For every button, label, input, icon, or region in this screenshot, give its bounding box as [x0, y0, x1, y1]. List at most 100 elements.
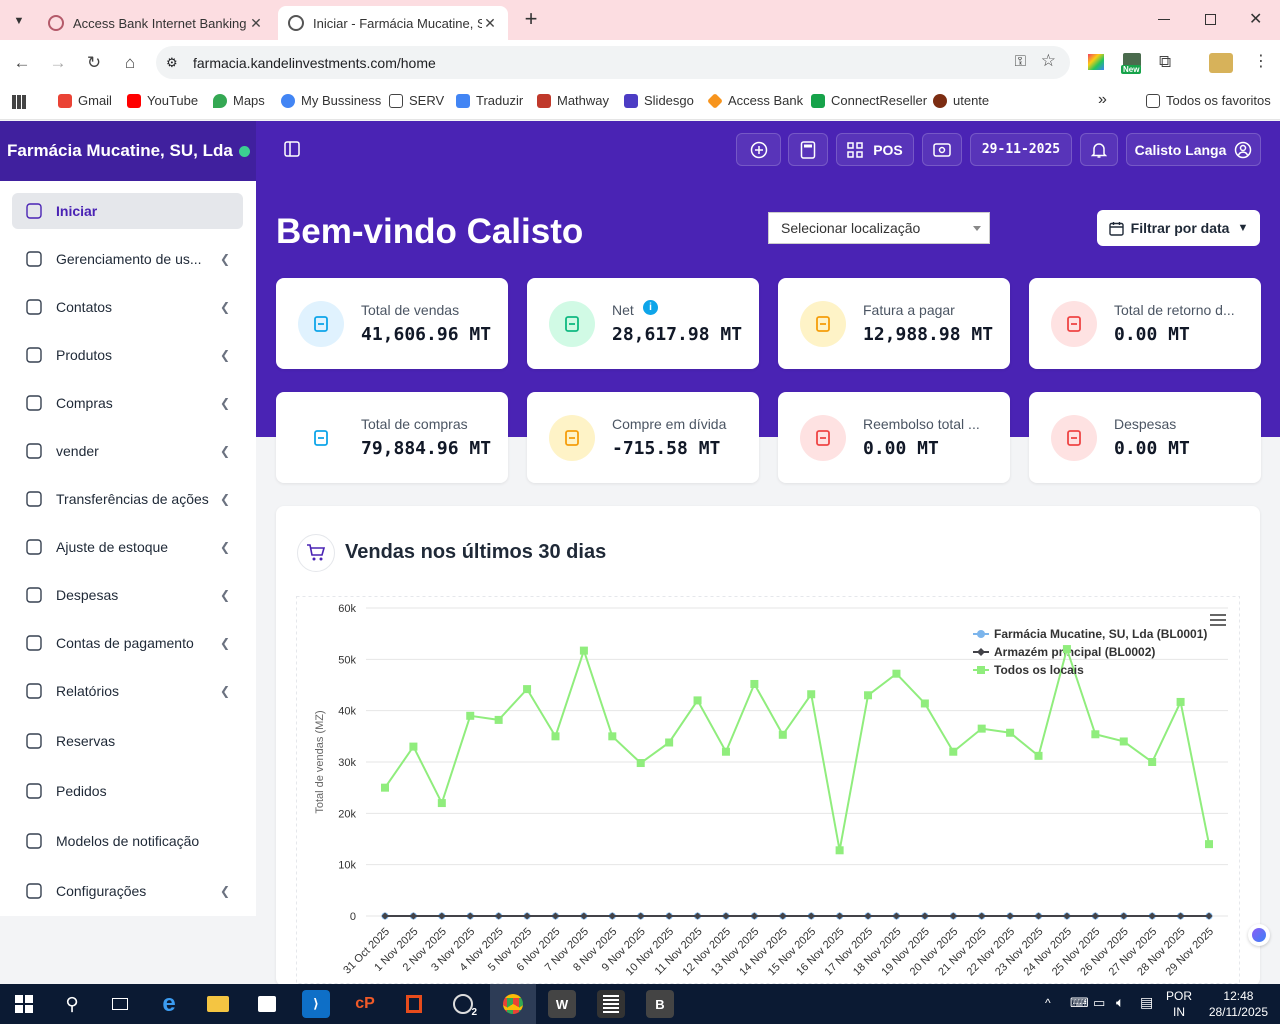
sidebar-item[interactable]: vender ❮	[12, 433, 243, 469]
tab-search-button[interactable]: ▼	[13, 15, 25, 27]
cash-button[interactable]	[922, 133, 962, 166]
input-method-icon[interactable]: ⌨	[1070, 995, 1089, 1010]
sidebar-item[interactable]: Configurações ❮	[12, 873, 243, 909]
edge-icon[interactable]: e	[162, 990, 176, 1017]
all-favorites-folder[interactable]: Todos os favoritos	[1146, 93, 1271, 108]
cash-icon	[933, 142, 951, 157]
sidebar-item[interactable]: Relatórios ❮	[12, 673, 243, 709]
bookmark-serv[interactable]: SERV	[389, 93, 444, 108]
sidebar-item[interactable]: Reservas	[12, 723, 243, 759]
bookmark-connectreseller[interactable]: ConnectReseller	[811, 93, 927, 108]
system-clock[interactable]: 12:48 28/11/2025	[1209, 988, 1268, 1020]
user-menu-button[interactable]: Calisto Langa	[1126, 133, 1261, 166]
sidebar-item[interactable]: Transferências de ações ❮	[12, 481, 243, 517]
sidebar-item[interactable]: Gerenciamento de us... ❮	[12, 241, 243, 277]
close-tab-icon[interactable]: ✕	[484, 14, 496, 31]
tab-farmacia[interactable]: Iniciar - Farmácia Mucatine, SU, Lda ✕	[278, 6, 508, 40]
vscode-icon[interactable]: ⟩	[302, 990, 330, 1018]
stat-card-value: 28,617.98 MT	[612, 324, 743, 345]
floating-assistant-icon[interactable]	[1248, 924, 1270, 946]
sidebar-item[interactable]: Pedidos	[12, 773, 243, 809]
forward-icon[interactable]: →	[49, 53, 67, 72]
whatsapp-icon[interactable]: 2	[449, 990, 477, 1018]
site-settings-icon[interactable]: ⚙	[166, 55, 178, 70]
data-point	[466, 711, 475, 720]
chat-icon[interactable]: ▤	[1140, 994, 1154, 1010]
apps-grid-icon[interactable]	[12, 95, 26, 109]
date-display[interactable]: 29-11-2025	[970, 133, 1072, 166]
sidebar-item[interactable]: Modelos de notificação	[12, 823, 243, 859]
bookmark-utente[interactable]: utente	[933, 93, 989, 108]
sidebar-item[interactable]: Ajuste de estoque ❮	[12, 529, 243, 565]
bookmark-maps[interactable]: Maps	[213, 93, 265, 108]
show-hidden-icons[interactable]: ^	[1045, 996, 1051, 1010]
online-status-dot	[238, 145, 250, 157]
sidebar-item[interactable]: Contatos ❮	[12, 289, 243, 325]
word-icon[interactable]: W	[548, 990, 576, 1018]
data-point	[494, 715, 503, 724]
folder-icon	[389, 93, 403, 108]
new-tab-button[interactable]: +	[524, 6, 538, 31]
calculator-icon[interactable]	[597, 990, 625, 1018]
bootstrap-studio-icon[interactable]: B	[646, 990, 674, 1018]
minimize-icon[interactable]	[1158, 19, 1170, 20]
legend-marker	[977, 648, 985, 656]
search-icon[interactable]: ⚲	[65, 993, 79, 1014]
password-key-icon[interactable]: ⚿	[1014, 53, 1026, 70]
chrome-icon[interactable]	[490, 984, 536, 1024]
bookmark-slidesgo[interactable]: Slidesgo	[624, 93, 694, 108]
browser-menu-icon[interactable]: ⋮	[1253, 53, 1269, 70]
bookmark-access-bank[interactable]: Access Bank	[707, 92, 803, 109]
location-select[interactable]: Selecionar localização	[768, 212, 990, 244]
restore-icon[interactable]	[1205, 14, 1216, 25]
tab-access-bank[interactable]: Access Bank Internet Banking ✕	[38, 6, 274, 40]
data-point	[836, 912, 844, 920]
home-icon[interactable]: ⌂	[124, 53, 136, 72]
extension-new-icon[interactable]: New	[1121, 53, 1143, 75]
sidebar-item-label: Relatórios	[56, 683, 120, 699]
bookmark-star-icon[interactable]: ☆	[1040, 51, 1056, 70]
network-icon[interactable]: ▭	[1093, 995, 1106, 1010]
codeigniter-icon[interactable]: cP	[355, 995, 375, 1012]
language-indicator[interactable]: POR IN	[1166, 989, 1193, 1019]
more-bookmarks-button[interactable]: »	[1098, 91, 1107, 108]
close-window-icon[interactable]: ✕	[1249, 11, 1263, 28]
bookmark-my-bussiness[interactable]: My Bussiness	[281, 93, 381, 108]
dropdown-caret-icon	[973, 226, 981, 231]
add-button[interactable]	[736, 133, 781, 166]
pos-button[interactable]: POS	[836, 133, 914, 166]
bookmark-traduzir[interactable]: Traduzir	[456, 93, 523, 108]
stat-card-label: Compre em dívida	[612, 416, 727, 432]
sidebar-item[interactable]: Contas de pagamento ❮	[12, 625, 243, 661]
extensions-puzzle-icon[interactable]: ⧉	[1159, 52, 1172, 71]
database-icon	[24, 537, 44, 557]
back-icon[interactable]: ←	[13, 53, 31, 72]
windows-start-icon[interactable]	[10, 990, 38, 1018]
extension-colorful-icon[interactable]	[1088, 54, 1104, 70]
toggle-sidebar-button[interactable]	[277, 134, 307, 164]
reload-icon[interactable]: ↻	[86, 53, 102, 72]
address-bar[interactable]: ⚙ farmacia.kandelinvestments.com/home ⚿ …	[156, 46, 1070, 79]
calculator-button[interactable]	[788, 133, 828, 166]
notifications-button[interactable]	[1080, 133, 1118, 166]
stat-card-value: 12,988.98 MT	[863, 324, 994, 345]
task-view-icon[interactable]	[106, 990, 134, 1018]
date-filter-button[interactable]: Filtrar por data ▼	[1097, 210, 1260, 246]
store-icon[interactable]	[253, 990, 281, 1018]
sidebar-item[interactable]: Iniciar	[12, 193, 243, 229]
y-tick-label: 0	[350, 911, 356, 923]
bookmark-mathway[interactable]: Mathway	[537, 93, 609, 108]
bookmark-youtube[interactable]: YouTube	[127, 93, 198, 108]
bookmark-gmail[interactable]: Gmail	[58, 93, 112, 108]
sidebar-item[interactable]: Produtos ❮	[12, 337, 243, 373]
profile-avatar[interactable]	[1209, 53, 1233, 73]
office-icon[interactable]	[400, 990, 428, 1018]
sidebar-item[interactable]: Despesas ❮	[12, 577, 243, 613]
file-explorer-icon[interactable]	[204, 990, 232, 1018]
y-tick-label: 20k	[338, 808, 356, 820]
chart-menu-icon[interactable]	[1210, 614, 1226, 626]
sidebar-item[interactable]: Compras ❮	[12, 385, 243, 421]
info-icon[interactable]: i	[643, 300, 658, 315]
volume-icon[interactable]: 🔈︎	[1116, 994, 1125, 1010]
close-tab-icon[interactable]: ✕	[250, 14, 262, 31]
